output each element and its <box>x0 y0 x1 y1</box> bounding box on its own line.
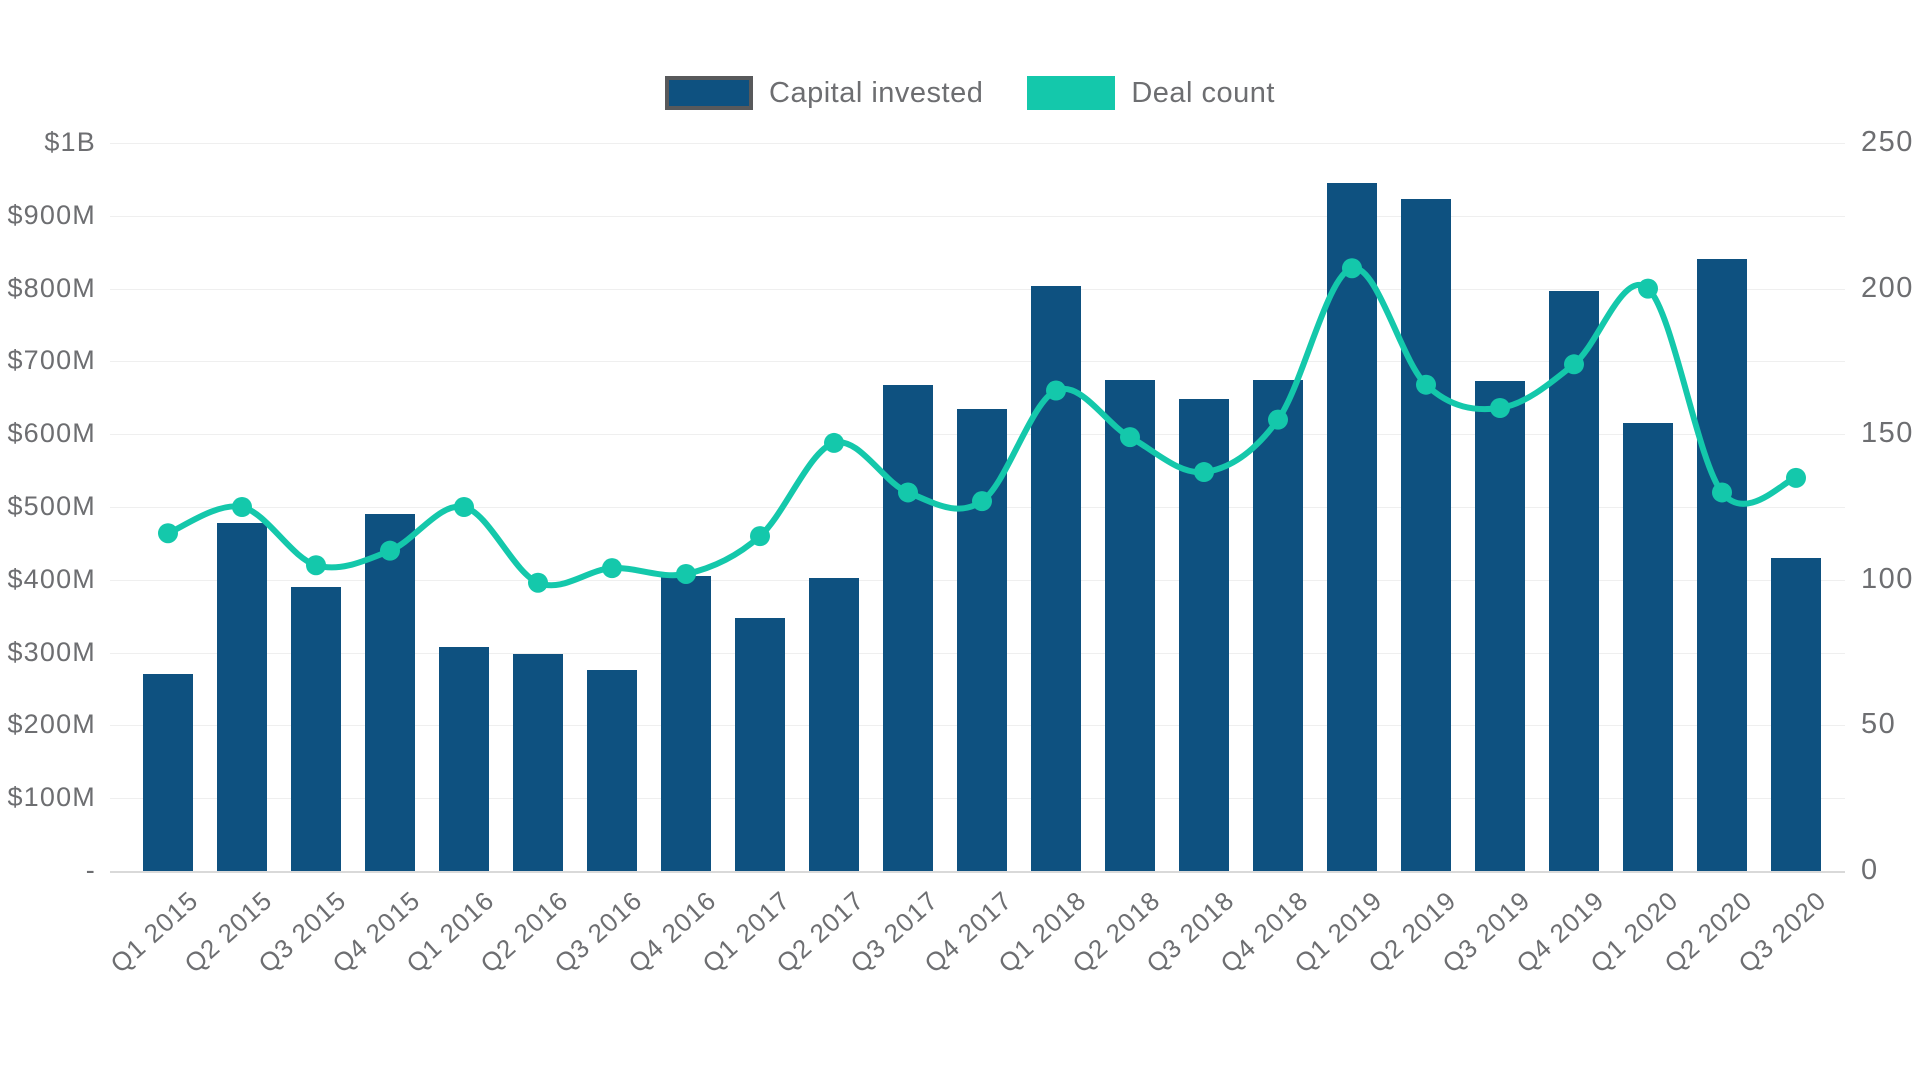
deal-count-point-q4-2019 <box>1564 354 1584 375</box>
gridline-700 <box>110 361 1845 363</box>
capital-bar-q4-2015 <box>365 514 415 871</box>
capital-bar-q2-2016 <box>513 654 563 871</box>
deal-count-line <box>165 265 1799 589</box>
deal-count-point-q2-2019 <box>1416 374 1436 395</box>
capital-bar-q3-2020 <box>1771 557 1821 871</box>
capital-bar-q2-2020 <box>1697 259 1747 871</box>
deal-count-point-q3-2018 <box>1194 462 1214 483</box>
capital-bar-q2-2017 <box>809 577 859 871</box>
left-axis-tick-900: $900M <box>7 199 96 230</box>
deal-count-point-q1-2018 <box>1046 380 1066 401</box>
deal-count-point-q3-2020 <box>1786 467 1806 488</box>
capital-bar-q3-2015 <box>291 587 341 871</box>
left-axis-tick-700: $700M <box>7 345 96 376</box>
capital-bar-q4-2019 <box>1549 290 1599 871</box>
deal-count-point-q2-2017 <box>824 432 844 453</box>
plot-area <box>110 143 1845 873</box>
left-axis-tick-100: $100M <box>7 782 96 813</box>
capital-bar-q3-2016 <box>587 670 637 871</box>
capital-bar-q1-2020 <box>1623 422 1673 871</box>
capital-bar-q1-2015 <box>143 674 193 871</box>
legend-swatch-deal-count <box>1027 76 1116 110</box>
capital-bar-q3-2019 <box>1475 381 1525 871</box>
deal-count-point-q2-2018 <box>1120 427 1140 448</box>
capital-bar-q1-2016 <box>439 646 489 871</box>
right-axis-tick-0: 0 <box>1861 854 1879 886</box>
capital-bar-q2-2015 <box>217 523 267 871</box>
legend-label-capital-invested: Capital invested <box>769 76 984 109</box>
left-axis-tick-600: $600M <box>7 418 96 449</box>
left-axis-tick-300: $300M <box>7 636 96 667</box>
deal-count-point-q1-2017 <box>750 526 770 547</box>
gridline-800 <box>110 288 1845 290</box>
capital-bar-q2-2018 <box>1105 379 1155 871</box>
capital-bar-q4-2018 <box>1253 379 1303 871</box>
deal-count-point-q2-2020 <box>1712 482 1732 503</box>
left-axis-tick-1000: $1B <box>44 127 96 157</box>
left-axis-tick-500: $500M <box>7 491 96 521</box>
deal-count-point-q2-2015 <box>232 497 252 517</box>
deal-count-point-q4-2018 <box>1268 409 1288 430</box>
left-axis-tick-0: - <box>85 855 96 885</box>
legend-item-capital-invested: Capital invested <box>665 76 983 110</box>
legend: Capital invested Deal count <box>665 76 1275 110</box>
capital-bar-q3-2017 <box>883 384 933 871</box>
right-axis-tick-250: 250 <box>1861 126 1914 158</box>
left-axis-tick-400: $400M <box>7 563 96 594</box>
deal-count-point-q4-2016 <box>676 563 696 584</box>
deal-count-point-q1-2019 <box>1342 258 1362 279</box>
legend-label-deal-count: Deal count <box>1131 76 1275 109</box>
gridline-1000 <box>110 143 1845 144</box>
legend-swatch-capital-invested <box>665 76 753 110</box>
deal-count-point-q2-2016 <box>528 572 548 593</box>
deal-count-point-q3-2015 <box>306 555 326 576</box>
capital-bar-q2-2019 <box>1401 199 1451 871</box>
capital-bar-q1-2017 <box>735 617 785 871</box>
legend-item-deal-count: Deal count <box>1027 76 1275 110</box>
deal-count-point-q3-2017 <box>898 482 918 503</box>
right-axis-tick-100: 100 <box>1861 562 1914 595</box>
deal-count-point-q3-2016 <box>602 558 622 579</box>
right-axis-tick-200: 200 <box>1861 271 1914 304</box>
deal-count-point-q1-2015 <box>158 523 178 544</box>
deal-count-point-q3-2019 <box>1490 397 1510 418</box>
deal-count-point-q1-2016 <box>454 497 474 517</box>
left-axis-tick-800: $800M <box>7 272 96 303</box>
deal-count-point-q4-2015 <box>380 540 400 561</box>
left-axis-tick-200: $200M <box>7 709 96 740</box>
capital-bar-q4-2016 <box>661 576 711 871</box>
deal-count-line-layer <box>158 258 1806 593</box>
right-axis-tick-50: 50 <box>1861 708 1897 741</box>
capital-bar-q1-2019 <box>1327 183 1377 871</box>
deal-count-point-q1-2020 <box>1638 278 1658 299</box>
deal-count-point-q4-2017 <box>972 491 992 512</box>
right-axis-tick-150: 150 <box>1861 417 1914 450</box>
gridline-900 <box>110 215 1845 217</box>
